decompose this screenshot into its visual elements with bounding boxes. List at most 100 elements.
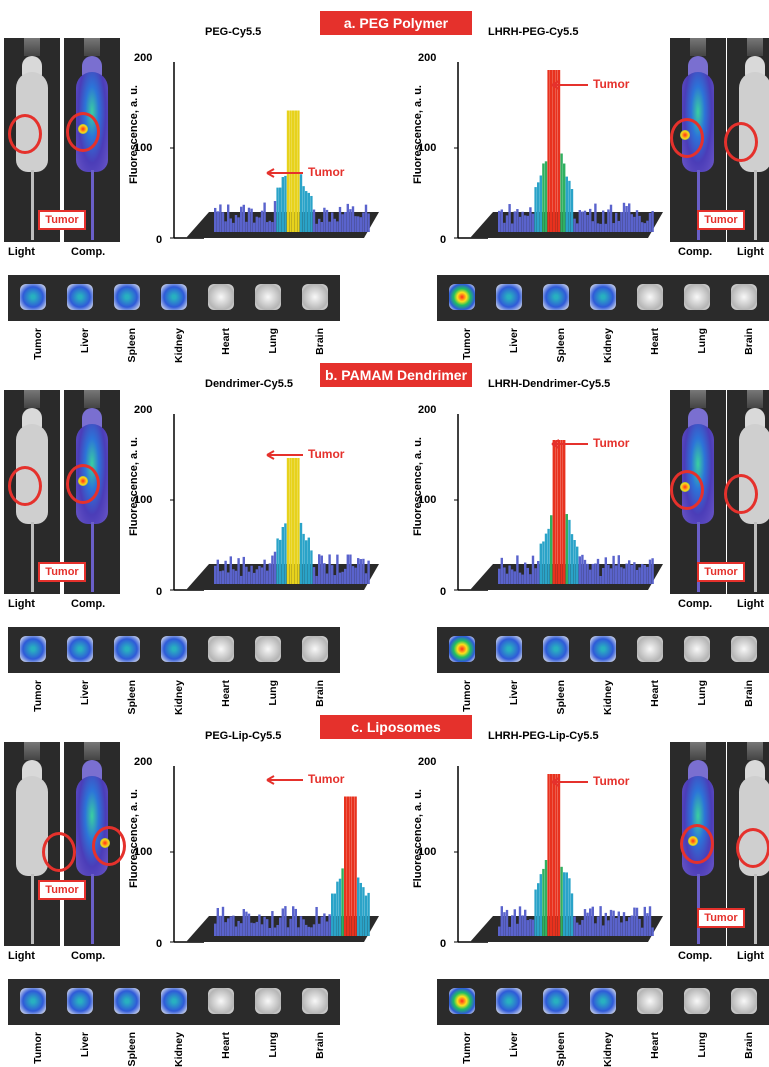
organ-label-liver: Liver: [508, 328, 520, 354]
surface-ridge: [544, 533, 548, 584]
organ-label-tumor: Tumor: [461, 1032, 473, 1064]
light-label-right: Light: [737, 598, 764, 610]
surface-ridge: [544, 161, 548, 232]
surface-ridge: [500, 209, 503, 232]
organ-image-spleen: [114, 284, 140, 310]
plot-title-right: LHRH-PEG-Lip-Cy5.5: [488, 730, 599, 742]
organ-label-kidney: Kidney: [602, 680, 614, 716]
surface-ridge: [357, 216, 360, 232]
organ-image-lung: [684, 636, 710, 662]
surface-ridge: [273, 551, 277, 584]
organ-label-kidney: Kidney: [602, 1032, 614, 1067]
surface-plot-4: [170, 766, 379, 943]
tumor-arrow-right: [551, 80, 588, 90]
organ-image-liver: [67, 284, 93, 310]
surface-ridge: [641, 222, 644, 232]
organ-label-lung: Lung: [696, 1032, 708, 1058]
surface-ridge: [357, 877, 360, 936]
y-tick-label-100: 100: [134, 494, 153, 506]
surface-ridge: [344, 211, 347, 232]
mouse-holder: [690, 38, 706, 56]
surface-ridge: [318, 923, 321, 936]
surface-ridge: [516, 555, 519, 584]
surface-ridge: [612, 555, 615, 584]
y-axis-label-left: Fluorescence, a. u.: [128, 789, 140, 889]
organ-label-kidney: Kidney: [173, 328, 185, 364]
surface-ridge: [289, 918, 292, 936]
surface-ridge: [524, 909, 527, 936]
mouse-holder: [24, 390, 40, 408]
surface-ridge: [537, 182, 540, 232]
surface-ridge: [633, 907, 636, 936]
organ-image-spleen: [114, 636, 140, 662]
surface-ridge: [591, 906, 594, 936]
organ-label-heart: Heart: [649, 1032, 661, 1059]
surface-ridge: [612, 223, 615, 232]
surface-ridge: [620, 211, 623, 232]
surface-ridge: [292, 458, 295, 584]
surface-ridge: [310, 550, 313, 584]
surface-ridge: [513, 211, 516, 232]
surface-ridge: [279, 917, 282, 936]
organ-label-heart: Heart: [220, 680, 232, 707]
surface-ridge: [250, 565, 253, 584]
surface-ridge: [542, 163, 545, 232]
tumor-arrow-label-left: Tumor: [308, 165, 345, 180]
panel-banner: a. PEG Polymer: [320, 11, 472, 35]
surface-ridge: [646, 220, 649, 232]
surface-ridge: [312, 209, 316, 232]
tumor-circle: [66, 464, 100, 504]
surface-ridge: [302, 186, 305, 232]
surface-ridge: [364, 204, 368, 232]
surface-ridge: [289, 110, 292, 232]
surface-ridge: [297, 110, 300, 232]
surface-ridge: [320, 916, 323, 936]
tumor-tag-right: Tumor: [697, 210, 745, 230]
surface-ridge: [315, 906, 318, 936]
surface-ridge: [560, 153, 563, 232]
surface-ridge: [240, 575, 243, 584]
surface-ridge: [302, 919, 305, 936]
light-label-left: Light: [8, 246, 35, 258]
surface-ridge: [242, 556, 245, 584]
organ-image-brain: [731, 284, 757, 310]
organ-image-liver: [496, 636, 522, 662]
surface-ridge: [344, 796, 347, 936]
surface-ridge: [576, 546, 579, 584]
surface-ridge: [227, 572, 230, 584]
comp-label-right: Comp.: [678, 246, 713, 258]
organ-image-tumor: [449, 988, 475, 1014]
plot-title-right: LHRH-PEG-Cy5.5: [488, 26, 579, 38]
surface-ridge: [253, 923, 256, 936]
surface-ridge: [630, 564, 633, 584]
surface-ridge: [508, 926, 511, 936]
surface-ridge: [625, 206, 628, 232]
surface-ridge: [518, 216, 522, 232]
tumor-tag-left: Tumor: [38, 562, 86, 582]
surface-ridge: [281, 526, 284, 584]
organ-image-kidney: [161, 988, 187, 1014]
surface-ridge: [570, 893, 574, 936]
surface-ridge: [633, 216, 636, 232]
organ-label-kidney: Kidney: [602, 328, 614, 364]
surface-ridge: [550, 515, 553, 584]
surface-ridge: [250, 922, 253, 936]
surface-ridge: [305, 924, 308, 936]
tumor-hotspot: [688, 836, 698, 846]
organ-label-brain: Brain: [314, 328, 326, 355]
y-axis-label-right: Fluorescence, a. u.: [412, 789, 424, 889]
surface-ridge: [521, 211, 524, 232]
figure-panel-1: b. PAMAM Dendrimer Tumor Tumor Light Comp. Co…: [0, 362, 769, 716]
surface-ridge: [643, 564, 646, 584]
surface-ridge: [500, 557, 503, 584]
surface-ridge: [643, 906, 646, 936]
surface-ridge: [531, 919, 535, 936]
surface-ridge: [247, 571, 251, 584]
surface-ridge: [542, 541, 545, 584]
tumor-circle: [8, 114, 42, 154]
surface-ridge: [364, 895, 368, 936]
organ-strip-right: [437, 979, 769, 1025]
surface-ridge: [594, 563, 597, 584]
surface-ridge: [359, 217, 362, 232]
surface-ridge: [516, 923, 519, 936]
